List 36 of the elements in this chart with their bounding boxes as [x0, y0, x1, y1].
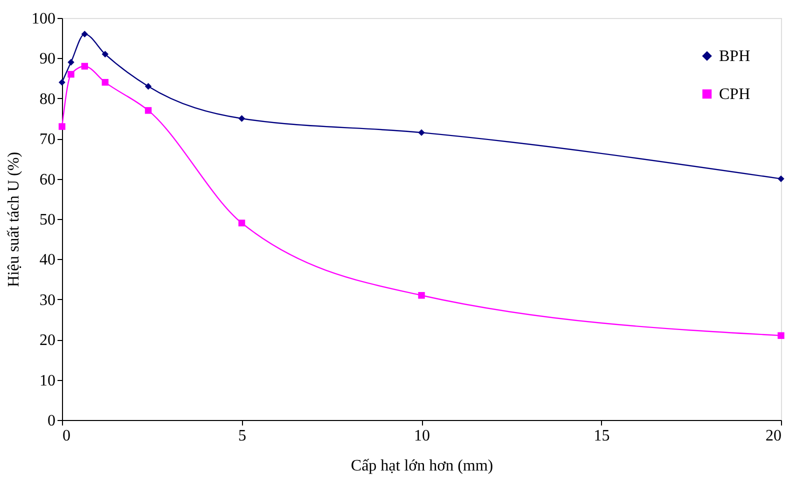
y-tick-label: 0	[48, 412, 56, 430]
y-tick-label: 20	[40, 332, 56, 350]
point	[81, 62, 88, 70]
point	[102, 78, 108, 86]
y-tick-label: 90	[40, 50, 56, 68]
y-tick-label: 30	[40, 292, 56, 309]
x-tick-label: 15	[594, 428, 610, 444]
point	[144, 82, 152, 90]
point	[238, 115, 246, 122]
point	[238, 220, 246, 226]
y-tick-label: 50	[40, 212, 56, 228]
y-tick-label: 60	[40, 171, 56, 188]
y-tick-label: 10	[40, 372, 56, 390]
point	[68, 58, 74, 66]
point	[58, 78, 66, 86]
y-tick-label: 40	[40, 252, 56, 269]
point	[778, 332, 784, 339]
point	[81, 30, 88, 38]
x-tick-label: 10	[414, 428, 430, 444]
legend-label: BPH	[719, 48, 751, 65]
point	[144, 107, 152, 114]
point	[68, 70, 74, 78]
point	[418, 292, 425, 299]
y-tick-label: 100	[32, 10, 56, 28]
point	[418, 129, 425, 136]
x-axis-title: Cấp hạt lớn hơn (mm)	[350, 458, 494, 474]
y-tick-label: 80	[40, 90, 56, 108]
x-tick-label: 20	[766, 428, 782, 444]
legend-label: CPH	[719, 86, 751, 103]
x-tick-label: 5	[238, 428, 246, 444]
x-tick-label: 0	[62, 428, 70, 444]
point	[778, 175, 784, 182]
y-axis-title: Hiệu suất tách U (%)	[6, 152, 22, 288]
point	[102, 50, 108, 58]
point	[58, 123, 66, 130]
y-tick-label: 70	[40, 131, 56, 148]
